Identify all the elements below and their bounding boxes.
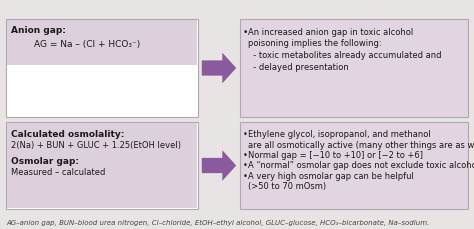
Text: A very high osmolar gap can be helpful: A very high osmolar gap can be helpful: [248, 171, 414, 180]
Text: Ethylene glycol, isopropanol, and methanol: Ethylene glycol, isopropanol, and methan…: [248, 129, 431, 138]
Text: •: •: [243, 28, 248, 37]
Text: Measured – calculated: Measured – calculated: [11, 167, 105, 176]
Text: An increased anion gap in toxic alcohol: An increased anion gap in toxic alcohol: [248, 28, 413, 37]
FancyBboxPatch shape: [7, 21, 197, 66]
Text: (>50 to 70 mOsm): (>50 to 70 mOsm): [248, 182, 326, 191]
FancyBboxPatch shape: [240, 20, 468, 117]
Text: poisoning implies the following:: poisoning implies the following:: [248, 39, 382, 48]
Text: •: •: [243, 129, 248, 138]
Text: Normal gap = [−10 to +10] or [−2 to +6]: Normal gap = [−10 to +10] or [−2 to +6]: [248, 150, 423, 159]
Text: Calculated osmolality:: Calculated osmolality:: [11, 129, 124, 138]
FancyBboxPatch shape: [7, 123, 197, 208]
Text: - delayed presentation: - delayed presentation: [248, 62, 349, 71]
Text: Anion gap:: Anion gap:: [11, 26, 66, 35]
Text: A “normal” osmolar gap does not exclude toxic alcohol: A “normal” osmolar gap does not exclude …: [248, 161, 474, 170]
Text: •: •: [243, 150, 248, 159]
Text: AG–anion gap, BUN–blood urea nitrogen, Cl–chloride, EtOH–ethyl alcohol, GLUC–glu: AG–anion gap, BUN–blood urea nitrogen, C…: [6, 219, 429, 225]
FancyBboxPatch shape: [6, 123, 198, 209]
FancyBboxPatch shape: [240, 123, 468, 209]
Text: •: •: [243, 171, 248, 180]
Text: 2(Na) + BUN + GLUC + 1.25(EtOH level): 2(Na) + BUN + GLUC + 1.25(EtOH level): [11, 140, 181, 149]
Text: are all osmotically active (many other things are as well): are all osmotically active (many other t…: [248, 140, 474, 149]
FancyBboxPatch shape: [6, 20, 198, 117]
Text: AG = Na – (Cl + HCO₃⁻): AG = Na – (Cl + HCO₃⁻): [34, 40, 140, 49]
Text: Osmolar gap:: Osmolar gap:: [11, 156, 79, 165]
Text: •: •: [243, 161, 248, 170]
Text: - toxic metabolites already accumulated and: - toxic metabolites already accumulated …: [248, 51, 441, 60]
